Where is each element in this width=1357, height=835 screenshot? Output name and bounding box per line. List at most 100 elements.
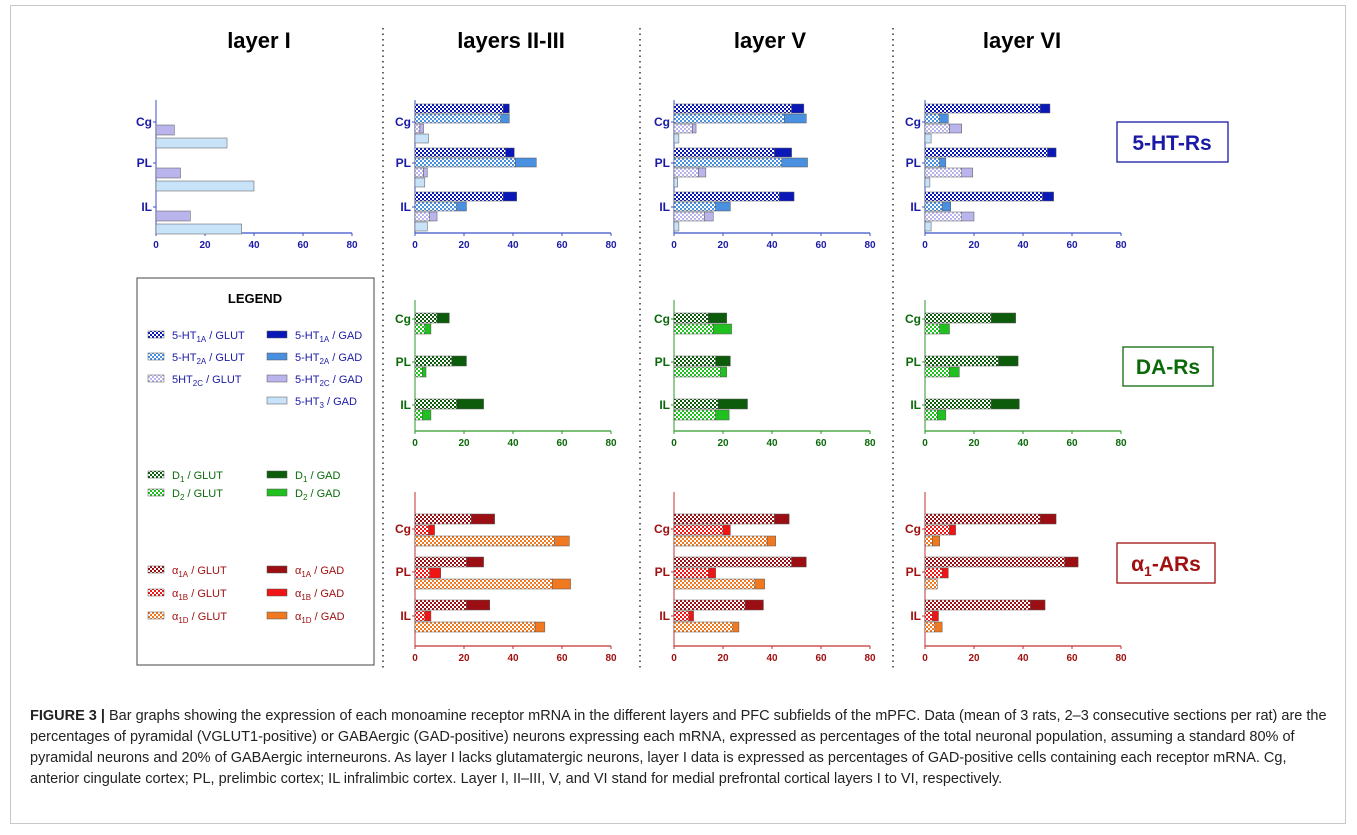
x-tick-label: 40 bbox=[766, 240, 778, 251]
legend-swatch bbox=[147, 565, 165, 574]
bar-pl-1b-glut bbox=[924, 567, 943, 579]
legend-swatch bbox=[147, 470, 165, 479]
bar-il-5-ht3-gad bbox=[924, 221, 932, 232]
category-label-il: IL bbox=[910, 200, 921, 214]
legend-label: 5-HT3 / GAD bbox=[295, 396, 357, 410]
legend-swatch bbox=[266, 588, 288, 597]
legend-label: α1B / GAD bbox=[295, 588, 344, 602]
bar-pl-d2-gad bbox=[720, 366, 727, 378]
x-tick-label: 0 bbox=[671, 653, 677, 664]
category-label-pl: PL bbox=[906, 565, 921, 579]
panel-layer-vi-da-rs: 0 20 40 60 80 Cg PL IL bbox=[905, 300, 1127, 449]
bar-cg-1b-gad bbox=[949, 524, 956, 536]
category-label-cg: Cg bbox=[395, 522, 411, 536]
bar-pl-5-ht2c-gad bbox=[961, 167, 974, 178]
category-label-pl: PL bbox=[396, 355, 411, 369]
bar-pl-5ht2c-glut bbox=[414, 167, 424, 178]
category-label-pl: PL bbox=[396, 156, 411, 170]
bar-cg-1d-glut bbox=[673, 535, 768, 547]
legend-label: 5-HT2A / GLUT bbox=[172, 352, 245, 366]
bar-pl-5ht2c-glut bbox=[673, 167, 699, 178]
bar-cg-1a-gad bbox=[471, 513, 495, 525]
panel-layers-ii-iii-da-rs: 0 20 40 60 80 Cg PL IL bbox=[395, 300, 617, 449]
x-tick-label: 20 bbox=[968, 653, 980, 664]
bar-cg-d1-glut bbox=[673, 312, 709, 324]
bar-il-1a-gad bbox=[466, 599, 490, 611]
x-tick-label: 60 bbox=[556, 438, 568, 449]
panel-layer-i-5-ht-rs: 0 20 40 60 80 Cg PL IL bbox=[136, 100, 358, 251]
x-tick-label: 60 bbox=[815, 438, 827, 449]
bar-cg-d1-glut bbox=[414, 312, 438, 324]
x-tick-label: 80 bbox=[1115, 240, 1127, 251]
bar-cg-1d-glut bbox=[414, 535, 555, 547]
legend-swatch bbox=[147, 374, 165, 383]
x-tick-label: 80 bbox=[864, 240, 876, 251]
x-tick-label: 40 bbox=[1017, 240, 1029, 251]
legend-items: 5-HT1A / GLUT 5-HT1A / GAD 5-HT2A / GLUT 5-… bbox=[147, 330, 363, 625]
bar-pl-d1-glut bbox=[673, 355, 716, 367]
x-tick-label: 20 bbox=[717, 438, 729, 449]
bar-cg-1b-gad bbox=[428, 524, 435, 536]
bar-pl-1b-gad bbox=[429, 567, 441, 579]
x-tick-label: 20 bbox=[717, 653, 729, 664]
legend-label: D2 / GAD bbox=[295, 488, 340, 502]
bar-pl-d2-glut bbox=[673, 366, 721, 378]
bar-pl-5-ht1a-glut bbox=[414, 147, 506, 158]
legend-item-5ht2c-glut: 5HT2C / GLUT bbox=[147, 374, 242, 388]
category-label-il: IL bbox=[659, 200, 670, 214]
legend-item-1a-gad: α1A / GAD bbox=[266, 565, 344, 579]
bar-il-d2-glut bbox=[414, 409, 423, 421]
legend-swatch bbox=[147, 330, 165, 339]
panel-layers-ii-iii-5-ht-rs: 0 20 40 60 80 Cg PL IL bbox=[395, 100, 617, 251]
legend-swatch bbox=[266, 488, 288, 497]
category-label-cg: Cg bbox=[395, 115, 411, 129]
bar-il-1a-glut bbox=[924, 599, 1031, 611]
x-tick-label: 40 bbox=[507, 240, 519, 251]
bar-cg-5-ht2c-gad bbox=[155, 124, 175, 136]
x-tick-label: 20 bbox=[458, 438, 470, 449]
bar-cg-d2-gad bbox=[939, 323, 950, 335]
panel-layer-v-1-ars: 0 20 40 60 80 Cg PL IL bbox=[654, 492, 876, 664]
x-tick-label: 20 bbox=[968, 240, 980, 251]
bar-cg-1b-glut bbox=[673, 524, 724, 536]
bar-il-d1-gad bbox=[717, 398, 748, 410]
x-tick-label: 40 bbox=[1017, 653, 1029, 664]
bar-cg-d1-glut bbox=[924, 312, 992, 324]
legend-item-1b-glut: α1B / GLUT bbox=[147, 588, 227, 602]
bar-il-5-ht3-gad bbox=[673, 221, 680, 232]
bar-pl-d1-glut bbox=[414, 355, 452, 367]
bar-cg-1d-glut bbox=[924, 535, 933, 547]
bar-il-1d-glut bbox=[924, 621, 936, 633]
bar-il-5-ht2c-gad bbox=[961, 211, 975, 222]
bar-il-1b-glut bbox=[673, 610, 689, 622]
x-tick-label: 60 bbox=[556, 653, 568, 664]
panel-layer-vi-1-ars: 0 20 40 60 80 Cg PL IL bbox=[905, 492, 1127, 664]
bar-il-5-ht2a-glut bbox=[673, 201, 716, 212]
x-tick-label: 80 bbox=[605, 240, 617, 251]
bar-cg-5-ht2a-glut bbox=[673, 113, 785, 124]
bar-il-5-ht3-gad bbox=[155, 223, 242, 235]
bar-cg-1a-gad bbox=[774, 513, 790, 525]
bar-cg-1a-gad bbox=[1039, 513, 1057, 525]
legend-item-1d-glut: α1D / GLUT bbox=[147, 611, 227, 625]
bar-il-5-ht1a-glut bbox=[414, 191, 504, 202]
x-tick-label: 0 bbox=[922, 240, 928, 251]
category-label-pl: PL bbox=[906, 156, 921, 170]
bar-il-d2-gad bbox=[422, 409, 432, 421]
bar-cg-d2-gad bbox=[424, 323, 432, 335]
x-tick-label: 20 bbox=[968, 438, 980, 449]
bar-il-d1-gad bbox=[456, 398, 484, 410]
category-label-il: IL bbox=[910, 398, 921, 412]
x-tick-label: 80 bbox=[864, 653, 876, 664]
bar-pl-1b-glut bbox=[673, 567, 709, 579]
group-label-alpha-text: α1-ARs bbox=[1131, 553, 1201, 579]
bar-cg-d2-gad bbox=[712, 323, 732, 335]
x-tick-label: 20 bbox=[717, 240, 729, 251]
legend-swatch bbox=[266, 374, 288, 383]
bar-il-5ht2c-glut bbox=[924, 211, 962, 222]
bar-pl-5-ht2c-gad bbox=[155, 167, 181, 179]
bar-pl-5-ht2a-gad bbox=[515, 157, 537, 168]
category-label-cg: Cg bbox=[654, 312, 670, 326]
bar-pl-1d-gad bbox=[551, 578, 571, 590]
bar-pl-1b-gad bbox=[941, 567, 949, 579]
